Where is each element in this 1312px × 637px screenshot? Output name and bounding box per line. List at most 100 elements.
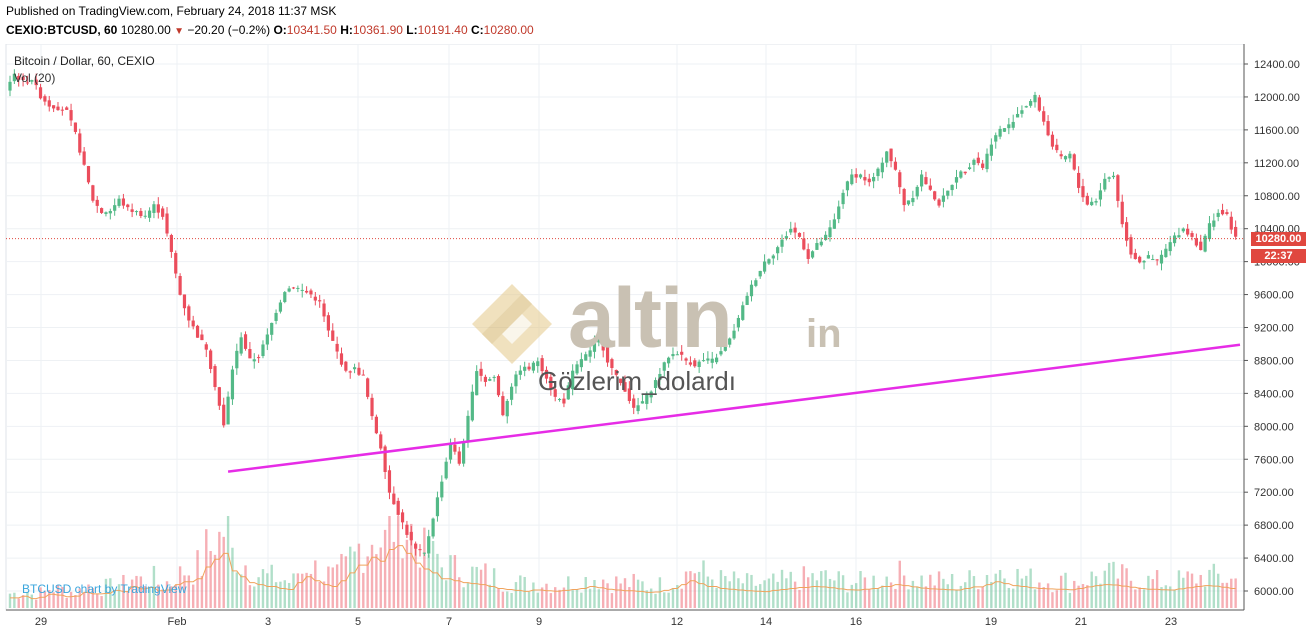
candle-body [296, 287, 300, 289]
candle-body [405, 524, 409, 535]
candle-body [649, 391, 653, 398]
candle-body [1172, 235, 1177, 244]
candle-body [1168, 242, 1172, 252]
candle-body [457, 451, 461, 464]
candle-body [1072, 154, 1076, 170]
volume-bar [1142, 589, 1146, 608]
candle-body [169, 235, 173, 252]
candle-body [557, 399, 562, 401]
volume-bar [785, 578, 788, 608]
volume-bar [697, 571, 701, 608]
volume-bar [1042, 587, 1045, 608]
candle-body [1046, 121, 1050, 136]
candle-body [933, 191, 937, 200]
candle-body [8, 81, 12, 91]
volume-bar [152, 565, 156, 608]
candle-body [1124, 222, 1129, 241]
candle-body [1133, 252, 1137, 260]
candle-body [60, 109, 64, 111]
volume-bar [1007, 587, 1011, 608]
volume-bar [130, 579, 134, 608]
volume-bar [43, 591, 47, 608]
volume-bar [667, 592, 670, 608]
volume-bar [654, 593, 657, 608]
volume-bar [536, 592, 539, 608]
price-chart[interactable]: 12400.00 12000.00 11600.00 11200.00 10800.00… [0, 44, 1312, 637]
volume-bar [52, 592, 55, 608]
candle-body [693, 360, 697, 367]
volume-bar [1116, 578, 1120, 608]
volume-bar [117, 584, 121, 608]
volume-bar [824, 570, 827, 608]
candle-body [1002, 128, 1007, 132]
candle-body [121, 198, 126, 206]
volume-bar [353, 551, 356, 608]
candle-body [906, 200, 911, 205]
candle-body [889, 148, 893, 162]
candle-body [915, 186, 919, 197]
candle-body [592, 341, 597, 352]
symbol-label: CEXIO:BTCUSD, 60 [6, 23, 118, 37]
volume-bar [981, 587, 984, 608]
volume-bar [1208, 569, 1211, 608]
candle-body [614, 369, 618, 375]
volume-bar [876, 588, 880, 608]
volume-bar [798, 589, 801, 608]
volume-bar [793, 581, 797, 608]
candle-body [597, 334, 601, 343]
x-tick-label: 19 [985, 616, 997, 628]
y-tick-label: 7600.00 [1254, 454, 1294, 466]
candle-body [230, 369, 235, 400]
candle-body [1142, 260, 1146, 263]
candle-body [161, 208, 165, 217]
candle-body [994, 135, 998, 142]
volume-bar [1055, 590, 1059, 608]
y-tick-label: 8800.00 [1254, 355, 1294, 367]
volume-bar [567, 576, 570, 608]
volume-bar [444, 580, 448, 608]
countdown-tag: 22:37 [1251, 249, 1306, 263]
candle-body [383, 446, 387, 472]
volume-bar [1138, 587, 1141, 608]
volume-bar [405, 539, 409, 608]
candle-body [540, 358, 544, 372]
volume-bar [200, 576, 204, 608]
volume-bar [806, 577, 810, 608]
candle-body [741, 305, 745, 320]
chart-credit-link[interactable]: BTCUSD chart by TradingView [22, 582, 187, 596]
candle-body [435, 497, 440, 517]
candle-body [989, 144, 993, 156]
candle-body [771, 255, 775, 259]
candle-body [758, 270, 762, 277]
candle-body [967, 167, 972, 170]
x-tick-label: 21 [1075, 616, 1087, 628]
candle-body [95, 199, 99, 206]
last-price-tag: 10280.00 [1251, 232, 1306, 246]
chart-area[interactable]: 12400.00 12000.00 11600.00 11200.00 10800.00… [0, 44, 1312, 637]
candle-body [217, 387, 221, 406]
candle-body [313, 296, 317, 301]
candle-body [130, 209, 134, 212]
volume-bar [165, 581, 169, 608]
volume-bar [907, 589, 910, 608]
candle-body [509, 386, 514, 400]
candle-body [1011, 121, 1015, 128]
candle-body [610, 359, 614, 369]
volume-bar [863, 577, 867, 608]
candle-body [632, 398, 636, 408]
volume-bar [1099, 583, 1102, 608]
volume-bar [366, 556, 369, 608]
volume-legend[interactable]: Vol (20) [14, 71, 56, 85]
candle-body [627, 388, 631, 401]
volume-bar [606, 583, 609, 608]
candle-body [767, 259, 771, 264]
volume-bar [763, 580, 766, 608]
volume-bar [998, 570, 1002, 608]
volume-bar [545, 583, 548, 608]
series-legend[interactable]: Bitcoin / Dollar, 60, CEXIO [14, 54, 155, 68]
volume-bar [584, 577, 587, 608]
volume-bar [1203, 586, 1207, 608]
volume-bar [693, 573, 696, 608]
volume-bar [955, 589, 958, 608]
candle-body [12, 73, 16, 82]
